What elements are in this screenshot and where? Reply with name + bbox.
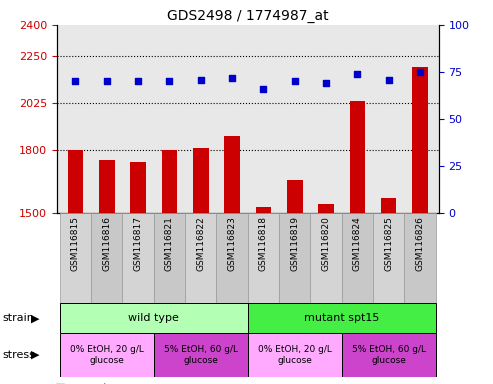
Text: ▶: ▶ xyxy=(31,350,40,360)
Bar xyxy=(404,213,436,303)
Bar xyxy=(130,162,146,213)
Text: 0% EtOH, 20 g/L
glucose: 0% EtOH, 20 g/L glucose xyxy=(258,345,332,365)
Point xyxy=(197,76,205,83)
Text: GSM116823: GSM116823 xyxy=(228,216,237,271)
Bar xyxy=(154,333,248,377)
Bar xyxy=(255,207,271,213)
Bar xyxy=(381,199,396,213)
Bar xyxy=(373,213,404,303)
Text: stress: stress xyxy=(2,350,35,360)
Text: GSM116820: GSM116820 xyxy=(321,216,330,271)
Text: ▶: ▶ xyxy=(31,313,40,323)
Point xyxy=(134,78,142,84)
Bar xyxy=(248,333,342,377)
Text: wild type: wild type xyxy=(128,313,179,323)
Bar xyxy=(224,136,240,213)
Text: 5% EtOH, 60 g/L
glucose: 5% EtOH, 60 g/L glucose xyxy=(164,345,238,365)
Bar xyxy=(68,151,83,213)
Text: GSM116824: GSM116824 xyxy=(353,216,362,271)
Point xyxy=(291,78,299,84)
Point xyxy=(228,74,236,81)
Bar xyxy=(154,213,185,303)
Point xyxy=(416,69,424,75)
Point xyxy=(350,330,358,336)
Text: 0% EtOH, 20 g/L
glucose: 0% EtOH, 20 g/L glucose xyxy=(70,345,144,365)
Bar xyxy=(185,213,216,303)
Point xyxy=(166,78,174,84)
Text: GSM116816: GSM116816 xyxy=(103,216,111,271)
Text: mutant spt15: mutant spt15 xyxy=(304,313,380,323)
Text: GSM116826: GSM116826 xyxy=(416,216,424,271)
Point xyxy=(259,86,267,92)
Text: GSM116819: GSM116819 xyxy=(290,216,299,271)
Text: 5% EtOH, 60 g/L
glucose: 5% EtOH, 60 g/L glucose xyxy=(352,345,425,365)
Bar xyxy=(311,213,342,303)
Bar xyxy=(122,213,154,303)
Text: GSM116815: GSM116815 xyxy=(71,216,80,271)
Bar xyxy=(248,213,279,303)
Bar xyxy=(91,213,122,303)
Text: GSM116822: GSM116822 xyxy=(196,216,205,271)
Bar xyxy=(342,333,436,377)
Text: GSM116825: GSM116825 xyxy=(384,216,393,271)
Point xyxy=(385,76,392,83)
Bar xyxy=(60,333,154,377)
Point xyxy=(71,78,79,84)
Text: GSM116818: GSM116818 xyxy=(259,216,268,271)
Bar xyxy=(248,303,436,333)
Point xyxy=(350,157,358,164)
Bar xyxy=(193,148,209,213)
Text: GSM116821: GSM116821 xyxy=(165,216,174,271)
Text: strain: strain xyxy=(2,313,34,323)
Point xyxy=(103,78,111,84)
Bar xyxy=(350,101,365,213)
Bar xyxy=(279,213,311,303)
Bar xyxy=(99,160,115,213)
Text: count: count xyxy=(76,382,108,384)
Bar xyxy=(318,204,334,213)
Bar xyxy=(60,213,91,303)
Bar xyxy=(412,67,428,213)
Text: GSM116817: GSM116817 xyxy=(134,216,142,271)
Bar xyxy=(287,180,303,213)
Point xyxy=(322,80,330,86)
Point xyxy=(353,71,361,77)
Bar xyxy=(60,303,248,333)
Bar xyxy=(342,213,373,303)
Bar xyxy=(162,151,177,213)
Bar xyxy=(216,213,248,303)
Title: GDS2498 / 1774987_at: GDS2498 / 1774987_at xyxy=(167,8,328,23)
